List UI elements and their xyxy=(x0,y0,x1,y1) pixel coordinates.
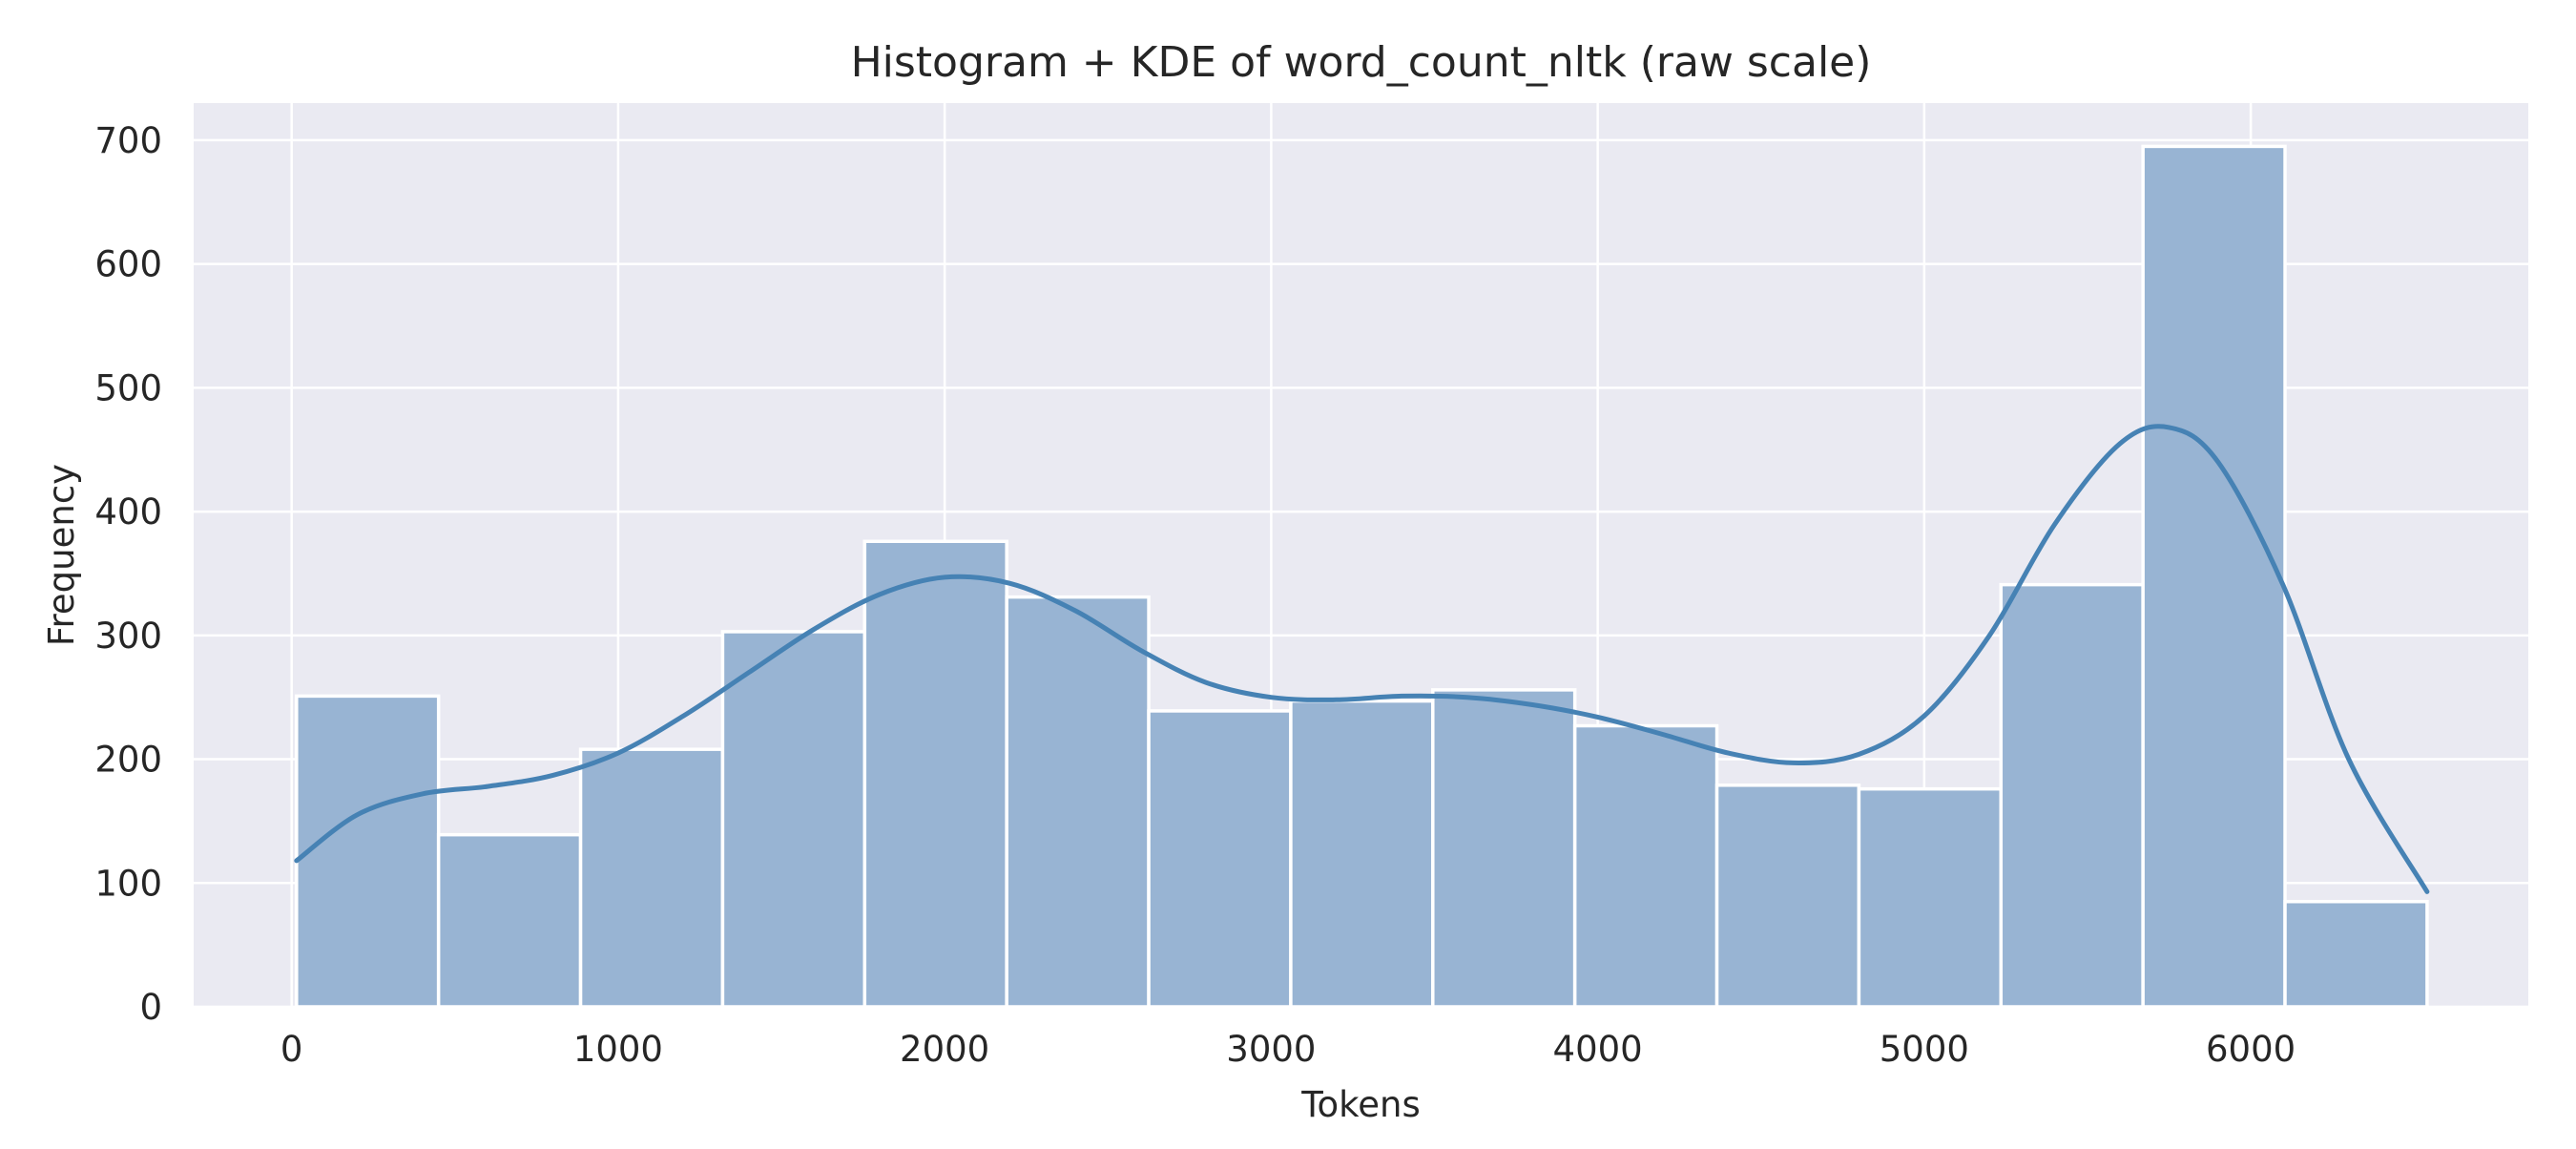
y-tick-label: 500 xyxy=(94,367,162,408)
x-tick-label: 3000 xyxy=(1226,1029,1316,1070)
x-tick-label: 4000 xyxy=(1553,1029,1643,1070)
kde-line xyxy=(294,424,2430,894)
histogram-bar xyxy=(1005,595,1151,1009)
histogram-bar xyxy=(1999,582,2145,1009)
x-axis-label: Tokens xyxy=(1300,1084,1421,1125)
histogram-bar xyxy=(295,694,441,1009)
y-tick-label: 100 xyxy=(94,863,162,904)
histogram-bar xyxy=(1857,786,2004,1009)
y-tick-labels: 0 100 200 300 400 500 600 700 xyxy=(94,120,162,1028)
y-tick-label: 700 xyxy=(94,120,162,161)
histogram-bar xyxy=(1289,699,1435,1009)
histogram-bar xyxy=(720,630,867,1009)
histogram-bar xyxy=(2283,899,2429,1009)
histogram-bar xyxy=(1714,783,1861,1009)
x-tick-label: 6000 xyxy=(2206,1029,2296,1070)
histogram-bar xyxy=(862,539,1008,1009)
x-tick-label: 2000 xyxy=(900,1029,989,1070)
x-tick-label: 0 xyxy=(280,1029,303,1070)
histogram-bar xyxy=(436,832,583,1009)
histogram-bars xyxy=(295,144,2429,1009)
histogram-bar xyxy=(1572,723,1719,1009)
y-tick-label: 600 xyxy=(94,244,162,285)
y-axis-label: Frequency xyxy=(41,464,82,646)
histogram-bar xyxy=(1147,709,1293,1009)
x-tick-labels: 0 1000 2000 3000 4000 5000 6000 xyxy=(280,1029,2296,1070)
histogram-bar xyxy=(2141,144,2287,1009)
chart-title: Histogram + KDE of word_count_nltk (raw … xyxy=(851,38,1872,87)
x-tick-label: 5000 xyxy=(1880,1029,1969,1070)
x-tick-label: 1000 xyxy=(573,1029,663,1070)
histogram-bar xyxy=(578,747,725,1009)
y-tick-label: 0 xyxy=(139,987,162,1028)
y-tick-label: 200 xyxy=(94,740,162,781)
histogram-bar xyxy=(1431,688,1577,1009)
y-tick-label: 300 xyxy=(94,616,162,657)
y-tick-label: 400 xyxy=(94,491,162,533)
